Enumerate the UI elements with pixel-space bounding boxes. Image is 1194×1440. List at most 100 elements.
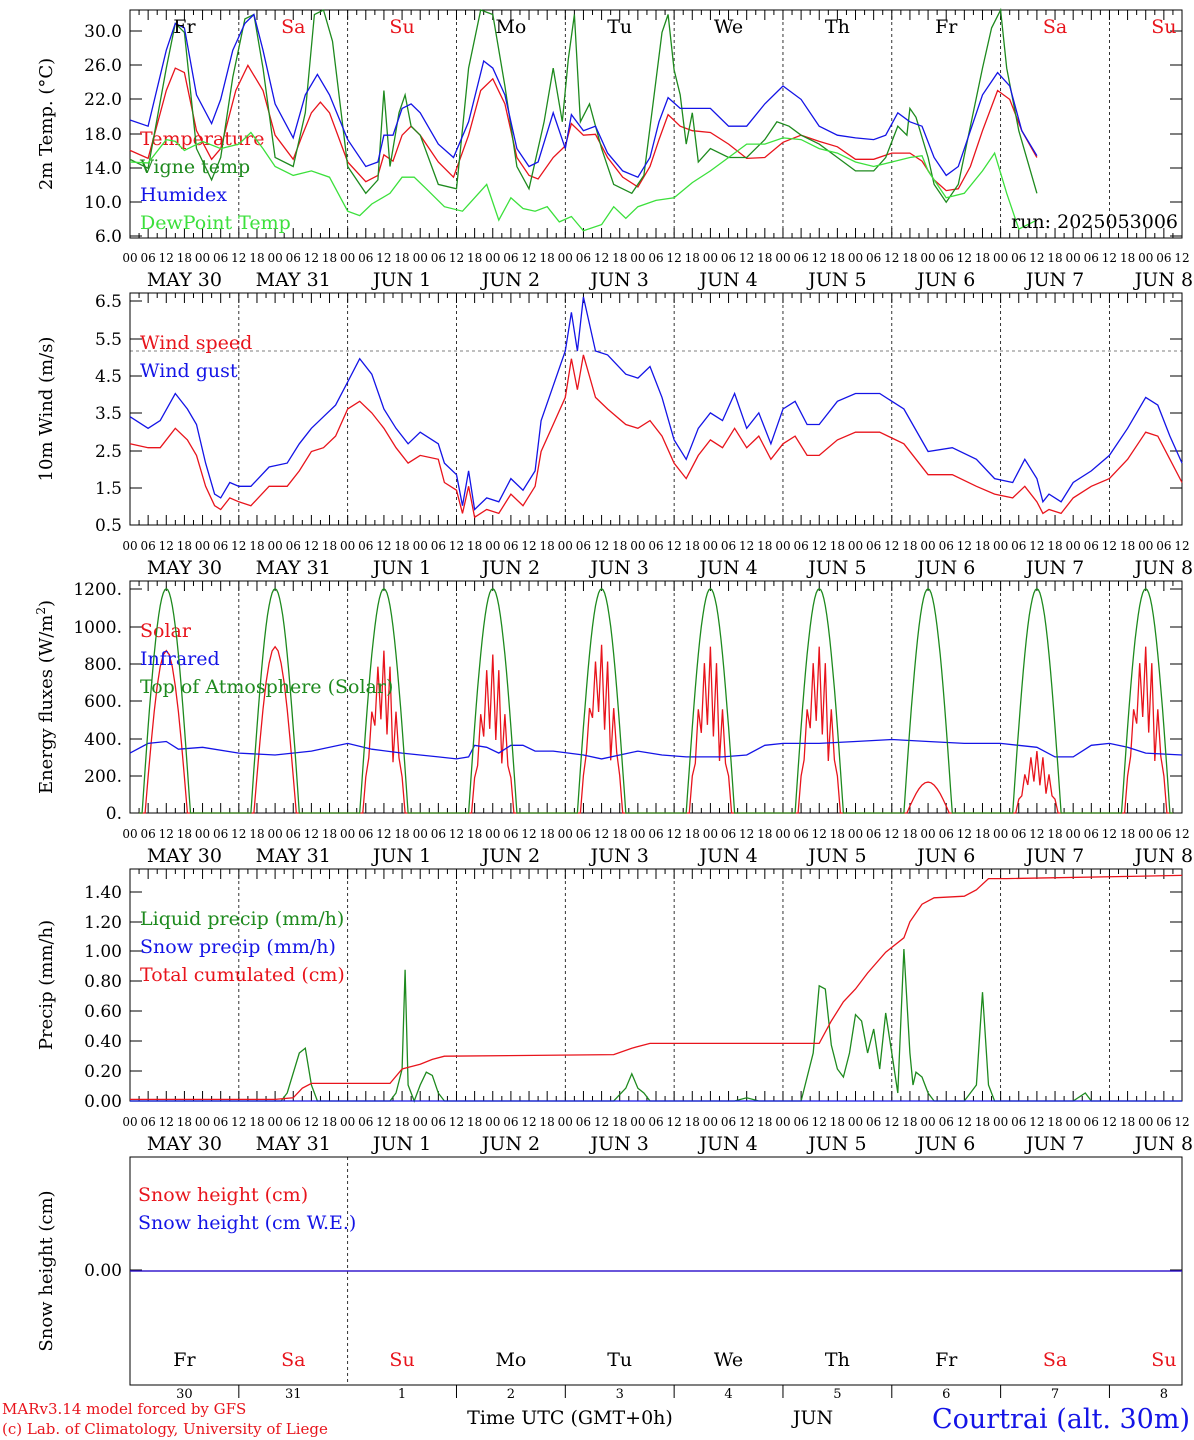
hour-label: 06 xyxy=(866,251,881,265)
hour-label: 06 xyxy=(286,251,301,265)
hour-label: 18 xyxy=(249,539,264,553)
precip-legend-2: Total cumulated (cm) xyxy=(140,964,345,986)
y-tick-label: 1.00 xyxy=(84,942,122,962)
hour-label: 12 xyxy=(666,251,681,265)
date-label: JUN 7 xyxy=(1024,1133,1084,1155)
hour-label: 06 xyxy=(648,1115,663,1129)
hour-label: 18 xyxy=(612,1115,627,1129)
hour-label: 12 xyxy=(957,1115,972,1129)
hour-label: 06 xyxy=(286,827,301,841)
hour-label: 18 xyxy=(902,539,917,553)
temperature-series-3 xyxy=(129,131,1038,232)
weekday-label-top: Fr xyxy=(935,16,958,38)
hour-label: 06 xyxy=(503,827,518,841)
hour-label: 00 xyxy=(1138,827,1153,841)
hour-label: 00 xyxy=(413,827,428,841)
hour-label: 12 xyxy=(304,539,319,553)
date-label: MAY 30 xyxy=(147,557,222,579)
hour-label: 18 xyxy=(177,251,192,265)
hour-label: 12 xyxy=(1029,251,1044,265)
hour-label: 18 xyxy=(830,539,845,553)
hour-label: 06 xyxy=(721,827,736,841)
wind-frame xyxy=(129,292,1183,526)
hour-label: 18 xyxy=(830,1115,845,1129)
hour-label: 18 xyxy=(467,251,482,265)
y-tick-label: 0.80 xyxy=(84,972,122,992)
hour-label: 18 xyxy=(322,539,337,553)
date-label: JUN 7 xyxy=(1024,845,1084,867)
date-label: JUN 8 xyxy=(1133,845,1193,867)
wind-legend-0: Wind speed xyxy=(140,332,252,354)
date-label: MAY 31 xyxy=(256,1133,331,1155)
hour-label: 18 xyxy=(1120,827,1135,841)
hour-label: 12 xyxy=(1102,1115,1117,1129)
precip-legend-0: Liquid precip (mm/h) xyxy=(140,908,344,930)
date-label: JUN 6 xyxy=(915,557,975,579)
hour-label: 18 xyxy=(1047,827,1062,841)
hour-label: 00 xyxy=(122,251,137,265)
hour-label: 12 xyxy=(739,251,754,265)
hour-label: 00 xyxy=(1138,251,1153,265)
hour-label: 18 xyxy=(322,827,337,841)
hour-label: 12 xyxy=(594,251,609,265)
hour-label: 12 xyxy=(231,827,246,841)
energy-series-0 xyxy=(139,644,1173,814)
hour-label: 00 xyxy=(1066,1115,1081,1129)
hour-label: 00 xyxy=(848,251,863,265)
weekday-label-bottom: Fr xyxy=(935,1349,958,1371)
meteogram-panels: 30.0 26.0 22.0 18.0 14.0 10.0 6.0 2m Temp. (°C)… xyxy=(34,7,1193,1402)
hour-label: 12 xyxy=(231,251,246,265)
hour-label: 00 xyxy=(630,1115,645,1129)
hour-label: 18 xyxy=(322,1115,337,1129)
hour-label: 00 xyxy=(485,539,500,553)
y-tick-label: 400. xyxy=(84,730,122,750)
temperature-series-1 xyxy=(129,7,1038,204)
hour-label: 06 xyxy=(213,827,228,841)
hour-label: 06 xyxy=(503,539,518,553)
hour-label: 06 xyxy=(140,251,155,265)
hour-label: 06 xyxy=(576,827,591,841)
hour-label: 06 xyxy=(358,539,373,553)
hour-label: 06 xyxy=(1156,1115,1171,1129)
ylabel-end: ) xyxy=(36,600,57,607)
date-label: JUN 3 xyxy=(589,1133,649,1155)
hour-label: 06 xyxy=(939,1115,954,1129)
hour-label: 00 xyxy=(413,1115,428,1129)
wind-series-0 xyxy=(129,354,1183,519)
date-label: JUN 5 xyxy=(806,845,866,867)
y-tick-label: 30.0 xyxy=(84,22,122,42)
date-label: JUN 1 xyxy=(371,269,431,291)
bottom-day-number: 2 xyxy=(507,1387,515,1402)
hour-label: 00 xyxy=(1066,539,1081,553)
y-tick-label: 6.5 xyxy=(95,292,122,312)
hour-label: 06 xyxy=(866,827,881,841)
y-tick-label: 0.00 xyxy=(84,1261,122,1281)
date-label: JUN 4 xyxy=(697,557,757,579)
hour-label: 12 xyxy=(739,827,754,841)
weekday-label-top: Su xyxy=(1151,16,1176,38)
hour-label: 12 xyxy=(957,827,972,841)
date-label: JUN 8 xyxy=(1133,557,1193,579)
run-label: run: 2025053006 xyxy=(1011,211,1178,233)
hour-label: 18 xyxy=(612,827,627,841)
hour-label: 06 xyxy=(1011,251,1026,265)
hour-label: 00 xyxy=(195,1115,210,1129)
hour-label: 18 xyxy=(540,827,555,841)
hour-label: 00 xyxy=(195,827,210,841)
hour-label: 00 xyxy=(267,539,282,553)
hour-label: 00 xyxy=(993,251,1008,265)
hour-label: 18 xyxy=(467,827,482,841)
hour-label: 00 xyxy=(413,539,428,553)
energy-ylabel: Energy fluxes (W/m2) xyxy=(34,600,57,794)
hour-label: 00 xyxy=(1066,251,1081,265)
weekday-label-top: Fr xyxy=(173,16,196,38)
hour-label: 12 xyxy=(1029,539,1044,553)
hour-label: 00 xyxy=(848,827,863,841)
station-label: Courtrai (alt. 30m) xyxy=(932,1404,1190,1435)
hour-label: 06 xyxy=(1156,251,1171,265)
date-label: JUN 5 xyxy=(806,269,866,291)
hour-label: 18 xyxy=(1120,1115,1135,1129)
y-tick-label: 600. xyxy=(84,692,122,712)
hour-label: 06 xyxy=(286,1115,301,1129)
hour-label: 18 xyxy=(685,827,700,841)
